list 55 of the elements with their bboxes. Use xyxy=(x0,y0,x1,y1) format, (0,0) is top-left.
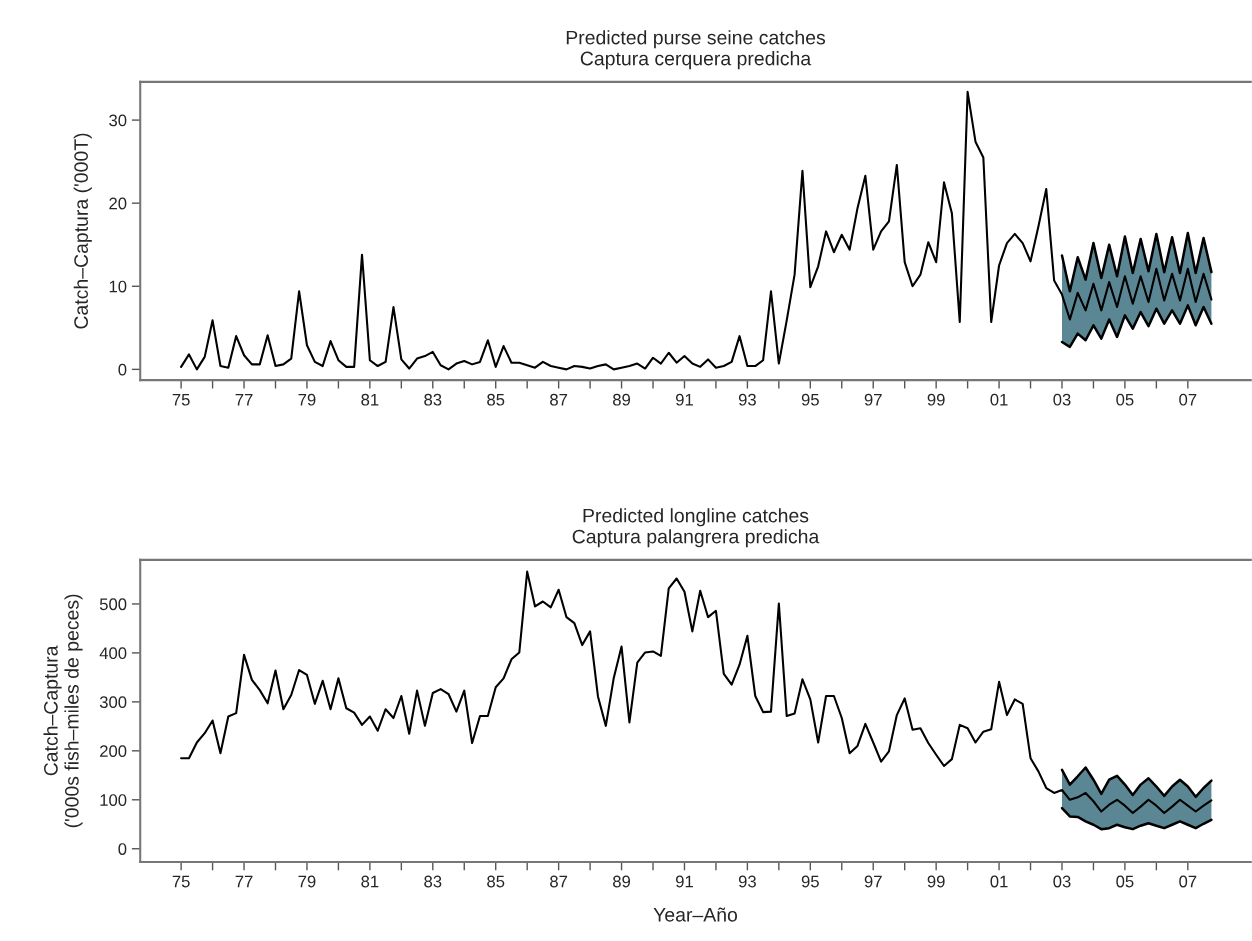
x-tick-label: 93 xyxy=(738,875,756,888)
x-tick-label: 01 xyxy=(990,875,1008,888)
line-series xyxy=(1060,231,1213,293)
x-tick-label: 79 xyxy=(298,875,316,888)
x-tick-label: 95 xyxy=(801,393,819,406)
x-tick-label: 83 xyxy=(424,875,442,888)
y-tick-label: 500 xyxy=(99,598,127,611)
chart-title: Predicted longline catches Captura palangrera predicha xyxy=(572,508,820,548)
x-tick-label: 75 xyxy=(172,393,190,406)
x-tick-label: 93 xyxy=(738,393,756,406)
y-tick-label: 30 xyxy=(109,114,127,127)
x-tick-label: 89 xyxy=(613,875,631,888)
line-series xyxy=(1060,766,1213,799)
x-tick-label: 01 xyxy=(990,393,1008,406)
line-series xyxy=(180,570,1213,815)
y-tick-label: 200 xyxy=(100,745,127,758)
y-tick-label: 100 xyxy=(100,794,127,806)
x-tick-label: 77 xyxy=(235,875,253,888)
line-series xyxy=(180,90,1213,371)
x-tick-label: 91 xyxy=(675,393,693,406)
x-tick-label: 81 xyxy=(361,875,379,888)
x-tick-label: 07 xyxy=(1179,875,1197,888)
y-tick-label: 400 xyxy=(99,647,127,660)
x-tick-label: 87 xyxy=(550,875,568,888)
x-tick-label: 85 xyxy=(487,393,505,406)
x-tick-label: 79 xyxy=(298,393,316,406)
x-tick-label: 77 xyxy=(235,393,253,406)
x-tick-label: 03 xyxy=(1053,875,1071,888)
x-tick-label: 89 xyxy=(613,393,631,406)
line-series xyxy=(1060,304,1213,349)
x-tick-label: 05 xyxy=(1116,393,1134,406)
y-tick-label: 10 xyxy=(109,280,127,293)
x-tick-label: 97 xyxy=(864,875,882,888)
y-tick-label: 300 xyxy=(99,696,127,709)
x-tick-label: 87 xyxy=(550,393,568,406)
x-tick-label: 99 xyxy=(927,393,945,406)
x-tick-label: 83 xyxy=(424,393,442,406)
x-tick-label: 85 xyxy=(487,875,505,888)
x-tick-label: 91 xyxy=(675,875,693,888)
x-tick-label: 05 xyxy=(1116,875,1134,888)
x-tick-label: 97 xyxy=(864,393,882,406)
y-axis-title: Catch–Captura ('000T) xyxy=(73,133,92,329)
x-tick-label: 75 xyxy=(172,875,190,888)
x-tick-label: 03 xyxy=(1053,393,1071,406)
y-tick-label: 20 xyxy=(109,197,127,210)
y-tick-label: 0 xyxy=(118,843,127,855)
x-axis-title: Year–Año xyxy=(653,907,738,922)
x-tick-label: 81 xyxy=(361,393,379,406)
x-tick-label: 95 xyxy=(801,875,819,888)
x-tick-label: 07 xyxy=(1179,393,1197,406)
x-tick-label: 99 xyxy=(927,875,945,888)
y-axis-title: Catch–Captura ('000s fish–miles de peces) xyxy=(43,594,83,828)
chart-title: Predicted purse seine catches Captura cerquera predicha xyxy=(566,30,826,70)
line-series xyxy=(1060,806,1213,831)
y-tick-label: 0 xyxy=(118,363,127,376)
